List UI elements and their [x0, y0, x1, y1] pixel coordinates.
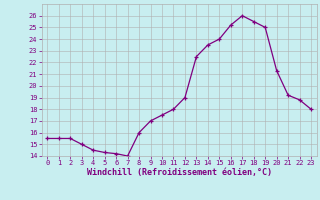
X-axis label: Windchill (Refroidissement éolien,°C): Windchill (Refroidissement éolien,°C): [87, 168, 272, 177]
